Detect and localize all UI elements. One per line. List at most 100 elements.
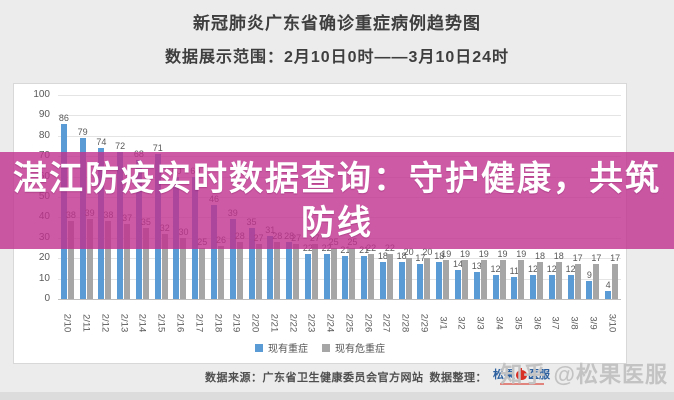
bar-value-label: 21 (359, 245, 370, 256)
x-axis-tick-label: 2/29 (418, 313, 430, 333)
legend-label: 现有危重症 (335, 344, 385, 355)
bar-current-severe (567, 274, 574, 299)
bar-current-critical (142, 227, 149, 299)
bar-value-label: 9 (586, 269, 592, 280)
bar-value-label: 12 (490, 263, 501, 274)
bar-current-critical (349, 248, 356, 299)
overlay-banner: 湛江防疫实时数据查询：守护健康，共筑防线 (0, 152, 674, 249)
bar-value-label: 20 (403, 247, 414, 258)
x-axis-tick-label: 3/2 (455, 316, 467, 330)
footer: 数据来源：广东省卫生健康委员会官方网站 数据整理： 松果 医服 (205, 367, 550, 387)
bar-current-severe (342, 256, 349, 299)
bar-current-severe (229, 219, 236, 299)
bar-current-severe (605, 290, 612, 299)
x-axis-tick-label: 2/27 (380, 313, 392, 333)
bar-value-label: 17 (591, 253, 602, 264)
x-axis-tick-label: 2/12 (99, 313, 111, 333)
y-axis-tick-label: 20 (38, 252, 50, 264)
y-axis-tick-label: 90 (38, 109, 50, 121)
pinecone-icon (516, 368, 527, 380)
bar-value-label: 18 (396, 251, 407, 262)
bar-value-label: 18 (377, 251, 388, 262)
x-axis-tick-label: 2/24 (324, 313, 336, 333)
bar-current-critical (86, 219, 93, 299)
bar-current-critical (612, 264, 619, 299)
bar-current-severe (267, 235, 274, 299)
bar-value-label: 20 (422, 247, 433, 258)
logo-text-right: 医服 (528, 368, 550, 381)
logo-text-left: 松果 (493, 368, 515, 381)
bar-current-critical (499, 260, 506, 299)
x-axis-tick-label: 2/17 (193, 313, 205, 333)
x-axis-line (58, 299, 621, 300)
x-axis-tick-label: 2/14 (136, 313, 148, 333)
bar-value-label: 18 (434, 251, 445, 262)
bar-value-label: 14 (452, 259, 463, 270)
bar-current-critical (161, 233, 168, 299)
bar-value-label: 19 (478, 249, 489, 260)
x-axis-tick-label: 3/5 (512, 316, 524, 330)
bar-value-label: 4 (605, 279, 611, 290)
bar-current-critical (199, 248, 206, 299)
legend-label: 现有重症 (268, 344, 308, 355)
bottom-strip (0, 392, 674, 400)
bar-current-critical (593, 264, 600, 299)
x-axis-tick-label: 2/18 (212, 313, 223, 333)
bar-value-label: 19 (441, 249, 452, 260)
bar-current-critical (67, 221, 74, 299)
x-axis-tick-label: 2/23 (305, 313, 317, 333)
bar-current-severe (530, 274, 537, 299)
gridline (58, 278, 621, 280)
x-axis-tick-label: 2/10 (61, 313, 73, 333)
bar-current-critical (443, 260, 450, 299)
x-axis-tick-label: 2/25 (343, 313, 355, 333)
bar-value-label: 12 (565, 263, 576, 274)
data-source-text: 数据来源：广东省卫生健康委员会官方网站 (205, 372, 424, 384)
y-axis-tick-label: 100 (33, 89, 50, 100)
bar-value-label: 11 (509, 265, 519, 276)
y-axis-tick-label: 10 (38, 272, 50, 284)
bar-current-severe (492, 274, 499, 299)
bar-current-critical (537, 262, 544, 299)
gridline (58, 115, 621, 117)
bar-current-severe (286, 241, 293, 299)
bar-current-severe (304, 254, 311, 299)
bar-current-critical (461, 260, 468, 299)
bar-current-severe (398, 262, 405, 299)
bar-current-severe (436, 262, 443, 299)
bar-value-label: 74 (96, 137, 107, 148)
date-range-subtitle: 数据展示范围：2月10日0时——3月10日24时 (164, 49, 510, 66)
bar-value-label: 71 (152, 143, 163, 154)
bar-value-label: 19 (497, 249, 508, 260)
bar-value-label: 18 (553, 251, 564, 262)
bar-current-critical (368, 254, 375, 299)
bar-value-label: 21 (340, 245, 351, 256)
sponsor-logo: 松果 医服 (493, 368, 550, 385)
gridline (58, 135, 621, 137)
bar-current-severe (323, 254, 330, 299)
bar-value-label: 79 (77, 126, 88, 137)
x-axis-tick-label: 3/1 (437, 316, 449, 330)
bar-value-label: 86 (58, 112, 69, 123)
bar-current-critical (424, 258, 431, 299)
legend-swatch-blue (255, 343, 263, 352)
bar-value-label: 19 (459, 249, 470, 260)
bar-current-critical (274, 241, 281, 299)
bar-current-critical (405, 258, 412, 299)
bar-current-critical (480, 260, 487, 299)
x-axis-tick-label: 3/4 (493, 316, 505, 330)
bar-current-severe (248, 227, 255, 299)
bar-value-label: 17 (572, 253, 583, 264)
bar-value-label: 17 (415, 253, 426, 264)
x-axis-tick-label: 3/6 (531, 316, 543, 330)
legend-item-current-severe: 现有重症 (255, 340, 308, 355)
bar-current-severe (361, 256, 368, 299)
page-title: 新冠肺炎广东省确诊重症病例趋势图 (193, 14, 481, 33)
x-axis-tick-label: 2/15 (155, 313, 167, 333)
bar-current-critical (293, 243, 300, 299)
bar-current-critical (574, 264, 581, 299)
overlay-banner-text: 湛江防疫实时数据查询：守护健康，共筑防线 (13, 159, 661, 242)
bar-current-critical (236, 241, 243, 299)
legend-swatch-gray (322, 343, 330, 352)
